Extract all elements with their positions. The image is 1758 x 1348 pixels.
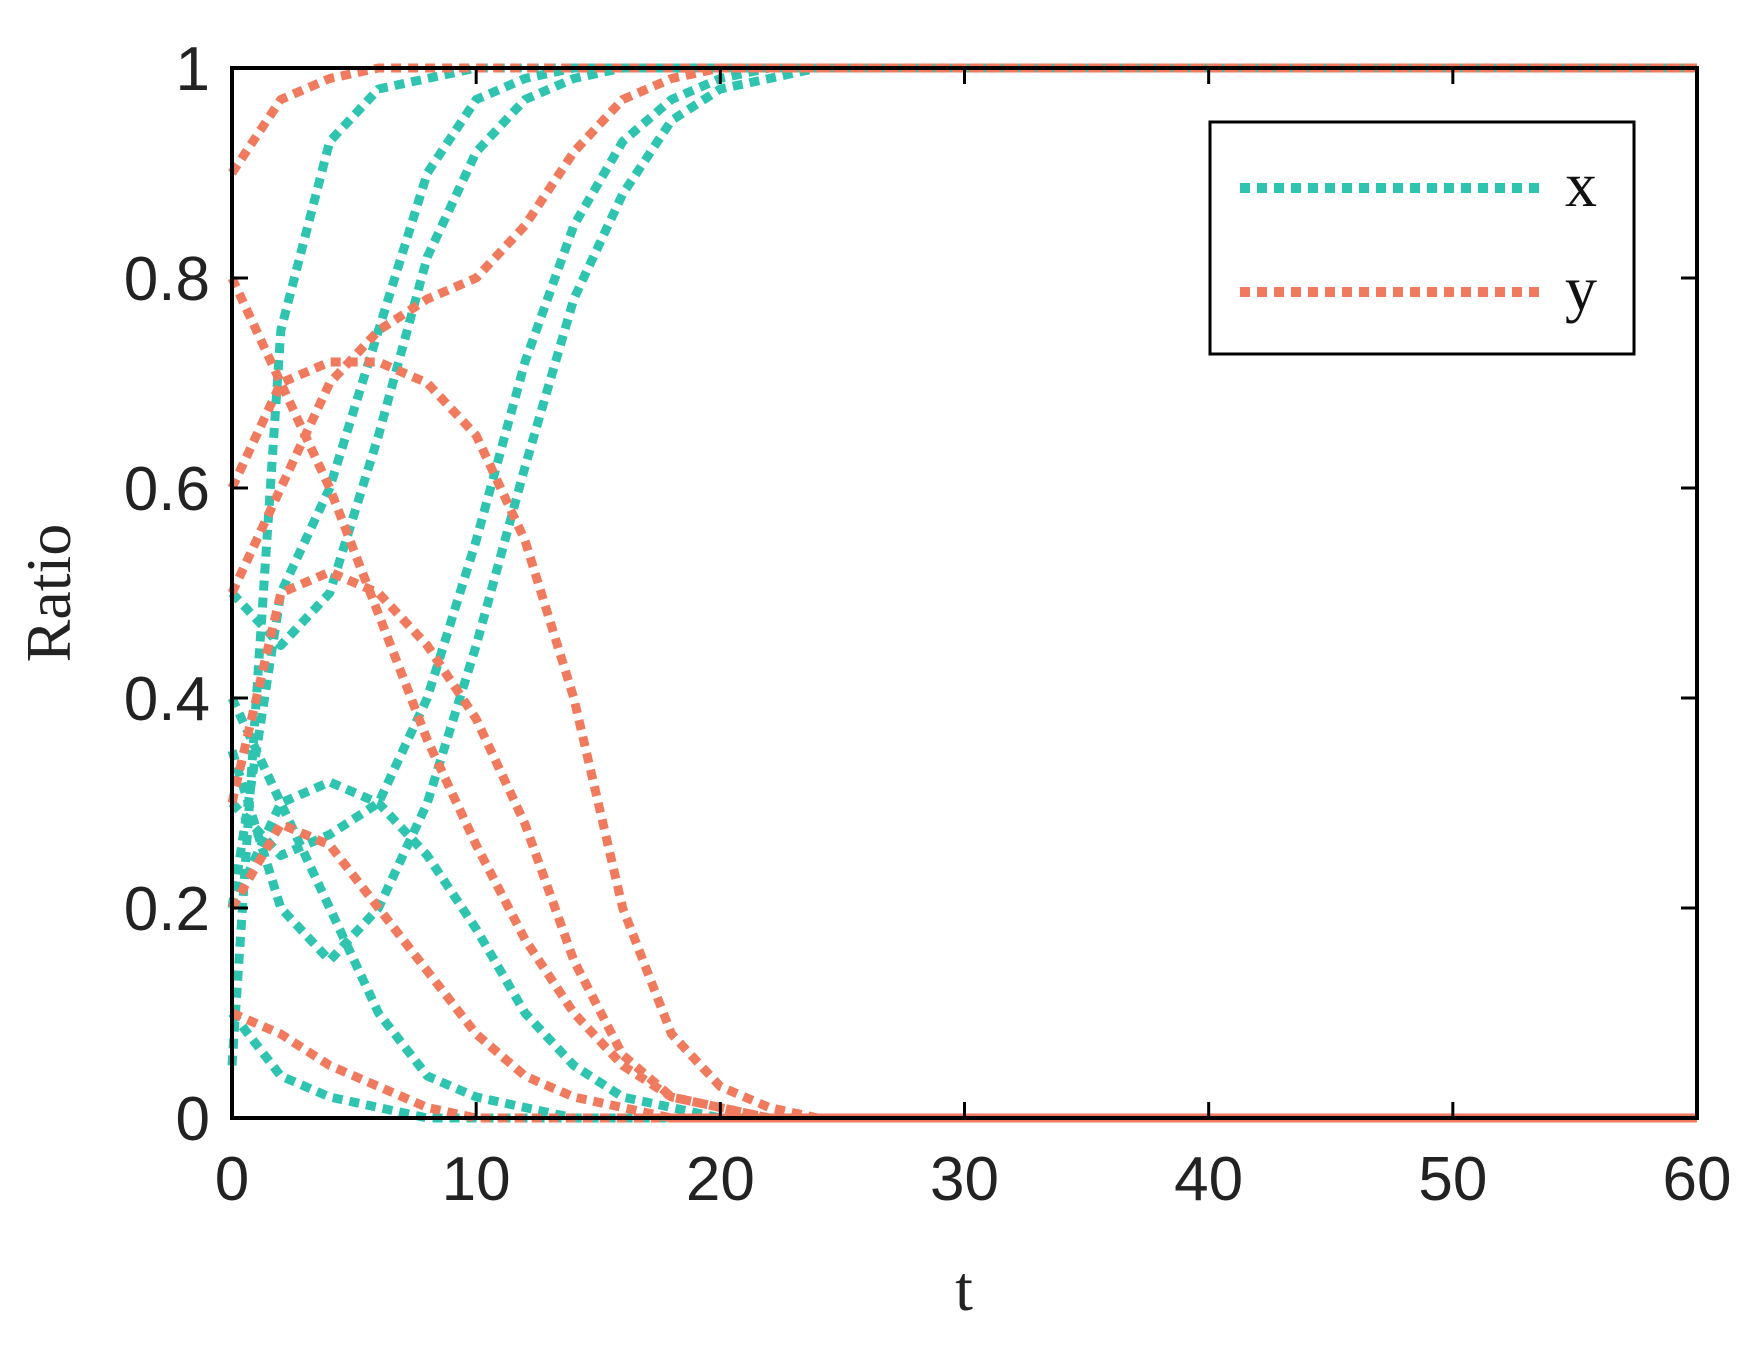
x-axis-label: t	[955, 1253, 973, 1324]
series-line-x-4	[227, 63, 1697, 965]
ticks	[230, 66, 1699, 1120]
series-line-x-7	[227, 696, 1697, 1123]
x-tick-label: 50	[1418, 1145, 1487, 1214]
series-line-x-6	[227, 777, 1697, 1123]
y-tick-label: 0.2	[124, 875, 210, 944]
legend-label-x: x	[1565, 149, 1597, 220]
series-line-y-12	[228, 819, 1697, 1123]
y-axis-label: Ratio	[13, 524, 84, 663]
y-tick-label: 0.4	[124, 665, 210, 734]
series-line-y-11	[227, 567, 1697, 1123]
x-tick-label: 60	[1663, 1145, 1732, 1214]
series-line-y-14	[227, 276, 1697, 1123]
legend: xy	[1208, 120, 1636, 356]
x-tick-label: 0	[215, 1145, 249, 1214]
series-line-y-10	[227, 357, 1697, 1123]
y-tick-label: 0.8	[124, 245, 210, 314]
tick-labels: 0 10 20 30 40 50 60 0 0.2 0.4 0.6 0.8 1	[124, 35, 1732, 1214]
series-line-x-0	[227, 63, 1697, 1066]
x-tick-label: 10	[442, 1145, 511, 1214]
y-tick-label: 0.6	[124, 455, 210, 524]
y-tick-label: 1	[176, 35, 210, 104]
x-tick-label: 40	[1174, 1145, 1243, 1214]
legend-box	[1208, 120, 1636, 356]
legend-label-y: y	[1565, 253, 1597, 324]
y-tick-label: 0	[176, 1085, 210, 1154]
x-tick-label: 20	[686, 1145, 755, 1214]
x-tick-label: 30	[930, 1145, 999, 1214]
